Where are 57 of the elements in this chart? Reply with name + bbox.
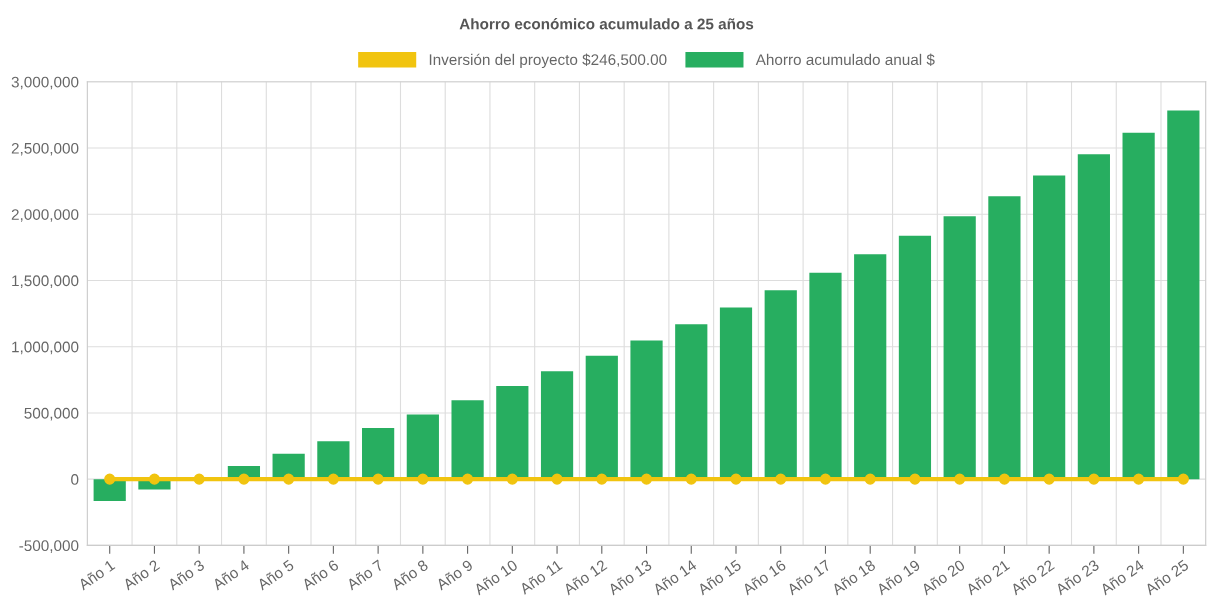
- legend-label: Inversión del proyecto $246,500.00: [429, 53, 667, 69]
- y-tick-label: 0: [71, 474, 79, 485]
- bar: [93, 479, 126, 502]
- bar: [809, 272, 842, 480]
- y-tick-label: 1,000,000: [12, 341, 79, 355]
- x-tick-label: Año 11: [518, 559, 563, 595]
- x-tick-label: Año 1: [77, 559, 116, 591]
- bar: [1077, 154, 1110, 480]
- bar: [317, 441, 350, 480]
- x-tick-label: Año 14: [651, 558, 698, 596]
- bar: [988, 196, 1021, 480]
- y-tick-label: 3,000,000: [11, 76, 79, 90]
- y-tick-label: 2,500,000: [11, 142, 79, 156]
- x-tick-label: Año 7: [345, 559, 384, 591]
- bar: [585, 355, 618, 480]
- x-tick-label: Año 15: [696, 559, 742, 596]
- x-tick-label: Año 18: [830, 559, 877, 596]
- x-tick-label: Año 5: [256, 559, 295, 591]
- y-tick-label: 500,000: [24, 407, 79, 421]
- x-tick-label: Año 25: [1143, 559, 1190, 596]
- bar: [675, 324, 708, 480]
- bar: [719, 307, 753, 480]
- bar: [1122, 132, 1155, 480]
- x-tick-label: Año 6: [300, 559, 340, 591]
- bar: [1033, 175, 1066, 480]
- bar: [854, 254, 887, 480]
- x-tick-label: Año 3: [166, 559, 206, 591]
- x-tick-label: Año 16: [741, 559, 787, 596]
- x-tick-label: Año 4: [211, 558, 250, 591]
- x-tick-label: Año 8: [390, 559, 429, 591]
- y-tick-label: -500,000: [19, 540, 79, 553]
- x-tick-label: Año 13: [606, 559, 653, 596]
- y-tick-label: 2,000,000: [11, 209, 79, 222]
- bar: [898, 235, 932, 480]
- bar: [451, 400, 484, 480]
- x-tick-label: Año 9: [434, 559, 474, 591]
- x-tick-label: Año 20: [920, 559, 966, 596]
- x-tick-label: Año 10: [472, 559, 519, 596]
- chart-title: Ahorro económico acumulado a 25 años: [459, 18, 754, 30]
- bar: [406, 414, 439, 480]
- bar: [496, 385, 529, 480]
- x-tick-label: Año 2: [121, 559, 161, 591]
- bar: [630, 340, 663, 480]
- x-tick-label: Año 12: [562, 559, 608, 596]
- bar: [540, 371, 574, 480]
- legend-label: Ahorro acumulado anual $: [755, 53, 935, 66]
- x-tick-label: Año 23: [1054, 559, 1100, 596]
- bar: [764, 290, 797, 480]
- x-tick-label: Año 21: [964, 559, 1011, 596]
- x-tick-label: Año 22: [1009, 559, 1055, 596]
- bar: [943, 216, 976, 480]
- bar: [1167, 110, 1200, 480]
- y-tick-label: 1,500,000: [12, 275, 79, 288]
- x-tick-label: Año 24: [1099, 558, 1145, 596]
- bar: [362, 428, 395, 480]
- x-tick-label: Año 17: [785, 559, 832, 596]
- x-tick-label: Año 19: [875, 559, 921, 596]
